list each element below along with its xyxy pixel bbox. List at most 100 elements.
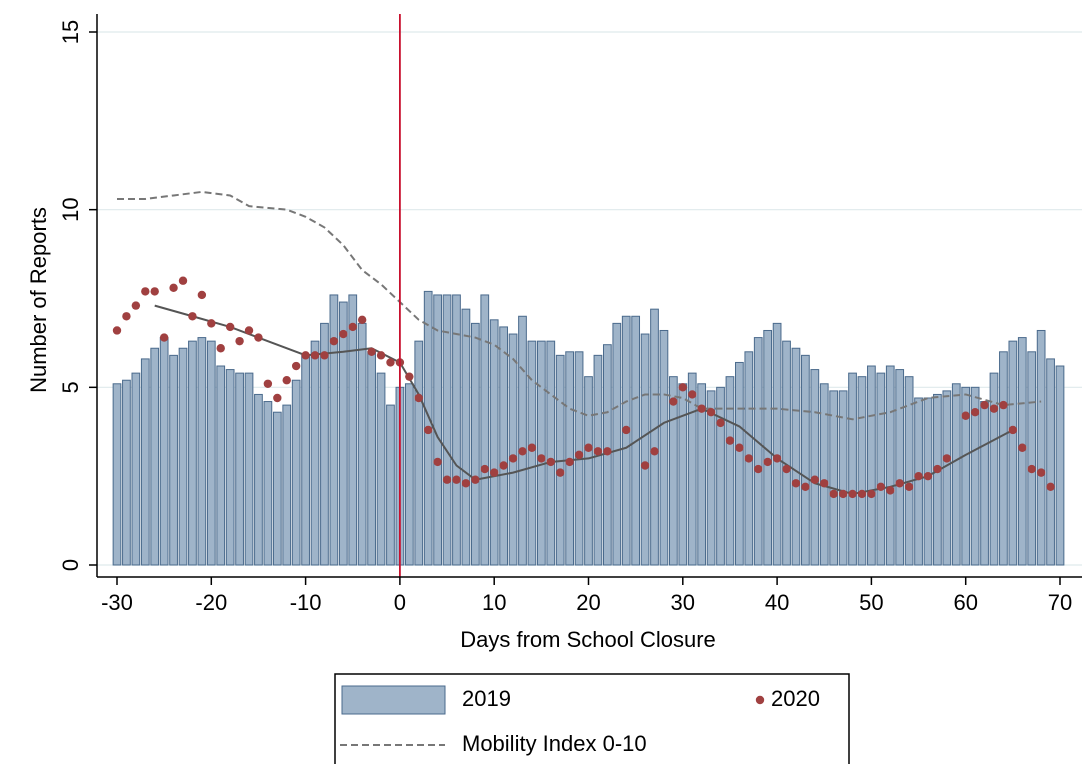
bar — [338, 301, 348, 566]
point — [678, 383, 687, 392]
bar — [989, 372, 999, 566]
bar — [942, 390, 952, 566]
bar — [140, 358, 150, 566]
legend-swatch — [755, 695, 765, 705]
point — [735, 443, 744, 452]
point — [122, 312, 131, 321]
point — [556, 468, 565, 477]
y-tick-label: 15 — [58, 20, 83, 44]
point — [706, 408, 716, 417]
point — [942, 454, 952, 463]
x-tick-label: 0 — [394, 590, 406, 615]
point — [537, 454, 546, 463]
bar — [518, 315, 527, 566]
point — [254, 333, 263, 342]
bar — [1008, 340, 1018, 566]
point — [650, 447, 659, 456]
point — [244, 326, 254, 335]
legend-swatch — [341, 685, 446, 715]
bar — [801, 354, 810, 566]
bar — [829, 390, 839, 566]
x-tick-label: 50 — [859, 590, 883, 615]
point — [197, 290, 207, 300]
point — [886, 486, 895, 495]
bar — [376, 372, 386, 566]
point — [490, 468, 499, 477]
bar — [197, 337, 207, 566]
x-tick-label: 40 — [765, 590, 789, 615]
point — [697, 404, 706, 413]
bar — [640, 333, 650, 566]
point — [433, 457, 442, 467]
bar — [961, 386, 971, 566]
bar — [357, 322, 367, 566]
point — [895, 479, 904, 488]
bar — [1046, 358, 1055, 566]
x-tick-label: -10 — [290, 590, 322, 615]
bar — [772, 322, 782, 566]
bar — [697, 383, 707, 566]
bar — [414, 340, 424, 566]
point — [357, 315, 367, 325]
point — [970, 408, 980, 417]
point — [980, 400, 989, 410]
bar — [876, 372, 886, 566]
bar — [980, 401, 989, 566]
x-tick-label: -30 — [101, 590, 133, 615]
point — [452, 475, 461, 484]
bar — [659, 329, 669, 566]
point — [725, 436, 735, 445]
point — [225, 322, 235, 332]
point — [829, 489, 838, 499]
bar — [254, 393, 263, 566]
point — [904, 482, 914, 492]
x-tick-label: 20 — [576, 590, 600, 615]
x-axis-label: Days from School Closure — [460, 627, 716, 652]
bar — [838, 390, 848, 566]
point — [791, 479, 801, 488]
bar — [1027, 351, 1037, 566]
bar — [169, 354, 178, 566]
point — [131, 301, 141, 310]
point — [405, 372, 414, 381]
bar — [546, 340, 556, 566]
bar — [461, 308, 471, 566]
point — [914, 471, 923, 481]
point — [744, 454, 754, 463]
point — [518, 447, 527, 456]
y-tick-label: 5 — [58, 381, 83, 393]
point — [320, 351, 329, 360]
point — [669, 397, 678, 406]
bar — [612, 322, 622, 566]
bar — [687, 372, 697, 566]
point — [282, 376, 291, 385]
point — [603, 447, 612, 456]
point — [263, 379, 273, 388]
bar — [536, 340, 546, 566]
bar — [650, 308, 659, 566]
bar — [819, 383, 829, 566]
bar — [272, 411, 282, 566]
x-tick-label: 70 — [1048, 590, 1072, 615]
bar — [885, 365, 895, 566]
bar — [282, 404, 292, 566]
point — [141, 287, 150, 296]
y-tick-label: 10 — [58, 197, 83, 221]
point — [565, 457, 574, 467]
x-tick-label: 60 — [953, 590, 977, 615]
point — [1018, 443, 1027, 452]
bar — [480, 294, 490, 566]
point — [348, 322, 357, 332]
bar — [867, 365, 876, 566]
point — [640, 461, 650, 470]
point — [622, 425, 631, 435]
point — [584, 443, 593, 452]
point — [546, 457, 555, 467]
point — [423, 425, 433, 435]
bar — [489, 319, 499, 566]
bar — [320, 322, 329, 566]
bar — [753, 337, 763, 566]
bar — [386, 404, 395, 566]
point — [989, 404, 999, 413]
